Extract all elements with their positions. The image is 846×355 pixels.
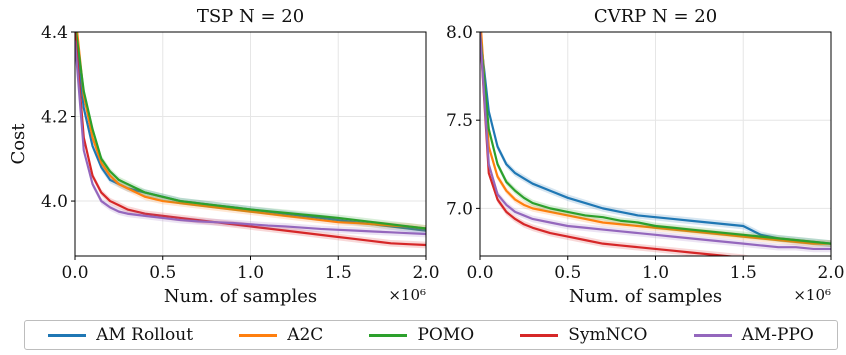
line-pomo (480, 32, 831, 245)
y-tick-label: 4.0 (41, 192, 68, 212)
chart-title: TSP N = 20 (197, 6, 304, 27)
legend-label: AM-PPO (741, 325, 814, 345)
line-a2c (480, 32, 831, 245)
x-tick-label: 0.5 (149, 263, 176, 283)
line-pomo (75, 32, 426, 230)
panel-1: 0.0 0.5 1.0 1.5 2.0 4.0 4.2 4.4 TSP N = 20 Num. o… (8, 6, 440, 307)
series-group (480, 32, 831, 256)
x-tick-label: 1.0 (237, 263, 264, 283)
line-symnco (480, 32, 737, 256)
x-tick-label: 0.0 (466, 263, 493, 283)
chart-title: CVRP N = 20 (594, 6, 717, 27)
legend: AM Rollout A2C POMO SymNCO AM-PPO (24, 320, 838, 350)
x-axis-label: Num. of samples (569, 286, 722, 307)
x-tick-label: 1.5 (325, 263, 352, 283)
legend-swatch (239, 333, 278, 337)
x-tick-label: 2.0 (817, 263, 844, 283)
x-tick-label: 0.5 (554, 263, 581, 283)
y-axis-label: Cost (8, 123, 29, 165)
chart-figure: 0.0 0.5 1.0 1.5 2.0 4.0 4.2 4.4 TSP N = 20 Num. o… (8, 6, 845, 307)
y-tick-label: 4.4 (41, 23, 68, 43)
x-tick-label: 2.0 (412, 263, 439, 283)
legend-item-pomo: POMO (369, 325, 474, 345)
legend-swatch (520, 333, 559, 337)
series-group (75, 32, 426, 249)
y-tick-label: 8.0 (446, 23, 473, 43)
x-tick-label: 0.0 (61, 263, 88, 283)
y-tick-label: 7.5 (446, 111, 473, 131)
x-axis-label: Num. of samples (164, 286, 317, 307)
legend-label: AM Rollout (96, 325, 194, 345)
y-tick-label: 4.2 (41, 108, 68, 128)
legend-item-a2c: A2C (239, 325, 323, 345)
x-axis-multiplier: ×10⁶ (793, 286, 831, 304)
legend-label: POMO (417, 325, 475, 345)
line-am-rollout (480, 32, 831, 245)
panel-2: 0.0 0.5 1.0 1.5 2.0 7.0 7.5 8.0 CVRP N = 20 Num. … (446, 6, 845, 307)
legend-label: SymNCO (568, 325, 648, 345)
legend-swatch (48, 333, 87, 337)
y-tick-label: 7.0 (446, 199, 473, 219)
legend-swatch (369, 333, 408, 337)
x-tick-label: 1.5 (730, 263, 757, 283)
legend-item-am-ppo: AM-PPO (693, 325, 814, 345)
x-tick-label: 1.0 (642, 263, 669, 283)
legend-label: A2C (287, 325, 324, 345)
line-a2c (76, 32, 426, 230)
legend-swatch (693, 333, 732, 337)
line-am-ppo (75, 40, 426, 236)
line-am-ppo (480, 32, 831, 251)
x-axis-multiplier: ×10⁶ (388, 286, 426, 304)
legend-item-am-rollout: AM Rollout (48, 325, 193, 345)
legend-item-symnco: SymNCO (520, 325, 648, 345)
